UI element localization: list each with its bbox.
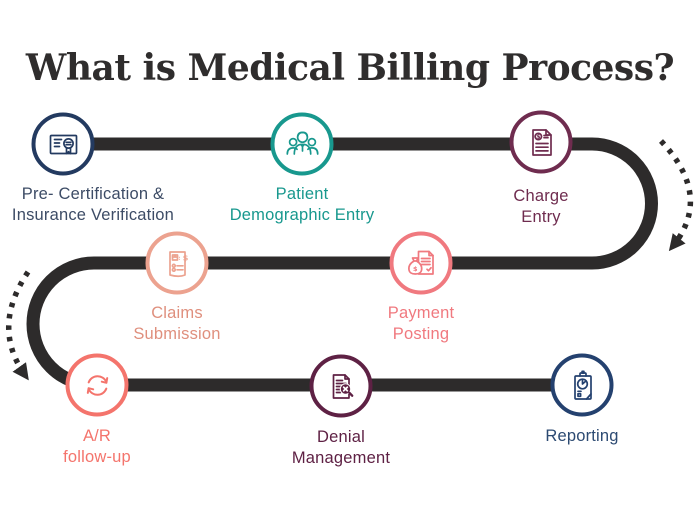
step-ar-followup-label: A/R follow-up [63,427,131,466]
claim-receipt-icon: $ [168,250,188,277]
step-denial-management-label: Denial Management [291,428,391,467]
left-turn-dashed-arrow-icon [6,270,31,381]
step-pre-certification-label: Pre- Certification & Insurance Verificat… [11,185,175,224]
step-charge-entry-label: Charge Entry [513,187,569,226]
step-patient-demographic-node [270,112,334,176]
step-claims-submission-node: $ [145,231,209,295]
patients-group-icon [285,131,319,155]
step-reporting-label: Reporting [545,427,619,445]
moneybag-document-icon: $ [407,250,434,275]
step-charge-entry-node: $ [509,110,573,174]
step-denial-management-node [309,354,373,418]
certificate-icon [49,134,77,154]
refresh-arrows-icon [86,374,108,396]
step-reporting-node [550,353,614,417]
svg-text:$: $ [182,253,188,262]
right-turn-dashed-arrow-icon [659,139,694,252]
snake-path [26,137,658,392]
report-clipboard-icon [573,369,592,400]
step-payment-posting-node: $ [389,231,453,295]
step-pre-certification-node [31,112,95,176]
invoice-dollar-icon: $ [531,128,552,156]
svg-text:$: $ [536,133,540,140]
step-payment-posting-label: Payment Posting [387,304,455,343]
step-ar-followup-node [65,353,129,417]
step-patient-demographic-label: Patient Demographic Entry [229,185,375,224]
svg-text:$: $ [413,264,418,272]
step-claims-submission-label: Claims Submission [133,304,221,343]
denied-document-icon [332,373,353,399]
page-title: What is Medical Billing Process? [25,47,675,89]
